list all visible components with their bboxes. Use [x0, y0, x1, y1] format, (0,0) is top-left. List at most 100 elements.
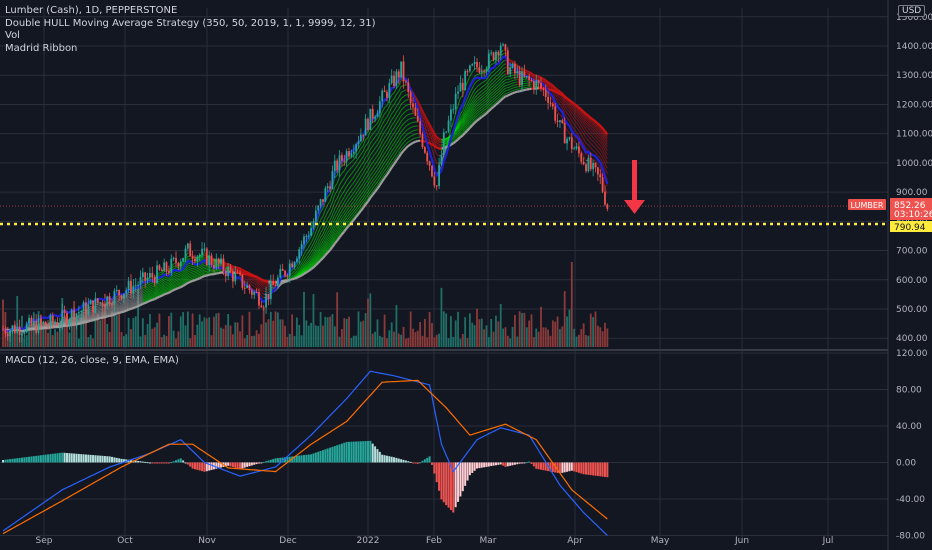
ribbon-segment: [333, 240, 339, 245]
ribbon-segment: [249, 281, 253, 286]
candle-body: [205, 248, 208, 266]
ribbon-segment: [388, 159, 393, 164]
ribbon-segment: [313, 246, 317, 252]
candle-body: [168, 271, 170, 273]
ribbon-segment: [462, 124, 466, 128]
ribbon-segment: [583, 114, 587, 118]
macd-histogram-bar: [144, 461, 147, 463]
macd-histogram-bar: [6, 459, 9, 463]
ribbon-segment: [391, 98, 395, 102]
ribbon-segment: [87, 319, 92, 323]
ribbon-segment: [388, 155, 393, 160]
ribbon-segment: [343, 214, 348, 219]
ribbon-segment: [365, 183, 369, 188]
ribbon-segment: [578, 135, 582, 141]
ribbon-segment: [403, 143, 407, 148]
volume-bar: [191, 313, 194, 347]
ribbon-segment: [166, 291, 170, 295]
volume-bar: [75, 320, 78, 347]
ribbon-segment: [116, 310, 120, 313]
ribbon-segment: [557, 91, 561, 95]
candle-body: [111, 304, 113, 306]
ribbon-segment: [604, 168, 608, 174]
volume-bar: [374, 331, 376, 347]
ribbon-segment: [471, 117, 476, 122]
ribbon-segment: [326, 249, 331, 254]
volume-bar: [172, 330, 175, 347]
ribbon-segment: [469, 111, 473, 116]
ribbon-segment: [320, 252, 324, 256]
ribbon-segment: [379, 135, 383, 142]
ribbon-segment: [393, 123, 397, 129]
candle-body: [438, 164, 440, 187]
volume-bar: [186, 311, 189, 347]
ribbon-segment: [358, 198, 362, 203]
macd-histogram-bar: [156, 462, 159, 464]
ribbon-segment: [161, 271, 165, 275]
ribbon-segment: [471, 100, 476, 106]
ribbon-segment: [140, 295, 144, 299]
ribbon-segment: [348, 207, 352, 212]
ribbon-segment: [343, 197, 348, 203]
ribbon-segment: [256, 278, 260, 283]
ribbon-segment: [324, 247, 329, 252]
ribbon-segment: [308, 265, 312, 269]
ribbon-segment: [510, 60, 513, 63]
ribbon-segment: [303, 271, 307, 275]
ribbon-segment: [493, 101, 497, 105]
ribbon-segment: [88, 316, 91, 319]
ribbon-segment: [427, 138, 430, 141]
ribbon-segment: [265, 283, 269, 286]
ribbon-segment: [336, 230, 340, 235]
volume-bar: [468, 313, 471, 347]
ribbon-segment: [405, 119, 409, 122]
ribbon-segment: [377, 134, 381, 140]
ribbon-segment: [121, 307, 125, 310]
volume-bar: [573, 328, 576, 347]
ribbon-segment: [486, 92, 490, 97]
ribbon-segment: [201, 258, 205, 261]
ribbon-segment: [346, 194, 350, 199]
macd-histogram-bar: [30, 456, 33, 463]
ribbon-segment: [459, 134, 464, 139]
ribbon-segment: [116, 302, 120, 304]
ribbon-segment: [379, 118, 383, 124]
ribbon-segment: [604, 137, 608, 142]
ribbon-segment: [142, 297, 146, 300]
ribbon-segment: [457, 129, 461, 133]
ribbon-segment: [490, 103, 494, 107]
ribbon-segment: [158, 294, 163, 298]
ribbon-segment: [488, 92, 492, 97]
ribbon-segment: [450, 121, 454, 129]
ribbon-segment: [502, 66, 506, 70]
macd-histogram-bar: [170, 462, 173, 464]
ribbon-segment: [324, 243, 329, 248]
ribbon-segment: [474, 117, 478, 121]
ribbon-segment: [116, 305, 120, 308]
ribbon-segment: [602, 142, 606, 147]
ribbon-segment: [424, 115, 428, 120]
candle-body: [196, 256, 199, 262]
ribbon-segment: [585, 129, 589, 133]
ribbon-segment: [265, 284, 269, 288]
ribbon-segment: [431, 148, 435, 158]
ribbon-segment: [196, 277, 201, 281]
ribbon-segment: [476, 106, 480, 110]
candle-body: [231, 271, 234, 282]
candle-body: [326, 186, 329, 189]
ribbon-segment: [500, 87, 504, 91]
ribbon-segment: [566, 117, 570, 122]
ribbon-segment: [324, 223, 329, 229]
candle-body: [559, 120, 561, 122]
ribbon-segment: [97, 317, 101, 320]
ribbon-segment: [597, 138, 601, 143]
ribbon-segment: [313, 258, 317, 263]
ribbon-segment: [310, 251, 314, 256]
ribbon-segment: [175, 285, 179, 288]
ribbon-segment: [308, 247, 312, 253]
candle-body: [592, 163, 595, 170]
ribbon-segment: [97, 307, 101, 310]
ribbon-segment: [242, 270, 245, 273]
ribbon-segment: [125, 295, 129, 299]
